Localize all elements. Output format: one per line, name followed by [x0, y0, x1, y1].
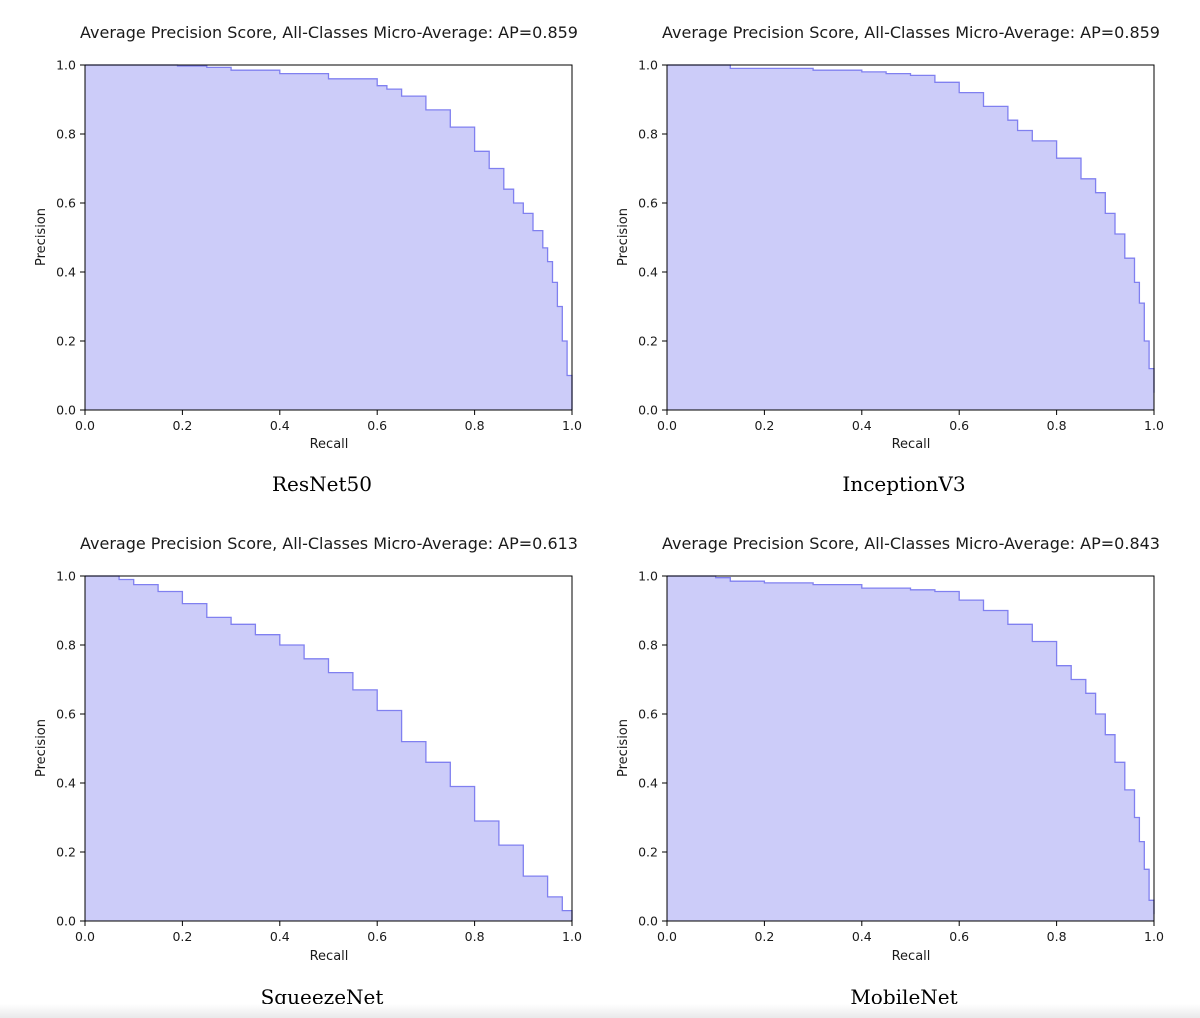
x-tick-label: 0.8: [1047, 418, 1067, 433]
precision-recall-curve: [85, 64, 573, 410]
y-axis-label: Precision: [616, 719, 631, 777]
plot-frame: [84, 575, 573, 922]
bottom-edge-shadow: [0, 1004, 1200, 1018]
x-tick-label: 0.2: [754, 929, 774, 944]
panel-resnet50: Average Precision Score, All-Classes Mic…: [34, 23, 582, 496]
y-tick-label: 1.0: [638, 569, 658, 584]
y-axis-label: Precision: [616, 208, 631, 266]
model-caption: InceptionV3: [842, 472, 965, 496]
y-tick-label: 0.6: [56, 707, 76, 722]
chart-title: Average Precision Score, All-Classes Mic…: [80, 534, 578, 553]
y-tick-label: 0.0: [638, 403, 658, 418]
x-tick-label: 0.0: [657, 929, 677, 944]
y-tick-label: 1.0: [638, 58, 658, 73]
y-tick-label: 0.2: [638, 334, 658, 349]
x-axis-label: Recall: [310, 437, 349, 452]
x-tick-label: 0.6: [367, 929, 387, 944]
x-tick-label: 0.8: [1047, 929, 1067, 944]
y-tick-label: 0.2: [56, 845, 76, 860]
x-tick-label: 0.6: [949, 929, 969, 944]
y-tick-label: 0.4: [638, 265, 658, 280]
y-tick-label: 0.0: [638, 914, 658, 929]
y-tick-label: 0.6: [638, 196, 658, 211]
x-tick-label: 1.0: [1144, 418, 1164, 433]
x-tick-label: 0.4: [270, 418, 290, 433]
panel-squeezenet: Average Precision Score, All-Classes Mic…: [34, 534, 582, 1009]
y-tick-label: 0.8: [56, 638, 76, 653]
chart-title: Average Precision Score, All-Classes Mic…: [80, 23, 578, 42]
precision-recall-curve: [667, 575, 1155, 915]
x-tick-label: 0.0: [75, 929, 95, 944]
y-tick-label: 0.0: [56, 914, 76, 929]
y-tick-label: 1.0: [56, 569, 76, 584]
y-tick-label: 0.6: [56, 196, 76, 211]
y-tick-label: 0.8: [56, 127, 76, 142]
x-tick-label: 1.0: [562, 929, 582, 944]
y-axis-label: Precision: [34, 208, 49, 266]
precision-area: [85, 65, 572, 410]
plot-frame: [666, 575, 1155, 922]
x-tick-label: 0.0: [657, 418, 677, 433]
x-tick-label: 0.2: [172, 929, 192, 944]
y-tick-label: 0.8: [638, 638, 658, 653]
x-tick-label: 1.0: [562, 418, 582, 433]
x-tick-label: 0.4: [852, 418, 872, 433]
y-tick-label: 0.2: [638, 845, 658, 860]
x-tick-label: 0.6: [949, 418, 969, 433]
y-tick-label: 0.4: [56, 265, 76, 280]
x-tick-label: 0.6: [367, 418, 387, 433]
x-tick-label: 0.4: [270, 929, 290, 944]
y-tick-label: 1.0: [56, 58, 76, 73]
y-tick-label: 0.0: [56, 403, 76, 418]
plot-frame: [666, 64, 1155, 411]
x-axis-label: Recall: [892, 949, 931, 964]
panel-inceptionv3: Average Precision Score, All-Classes Mic…: [616, 23, 1164, 496]
x-tick-label: 0.2: [754, 418, 774, 433]
y-tick-label: 0.2: [56, 334, 76, 349]
precision-area: [667, 576, 1154, 921]
x-tick-label: 1.0: [1144, 929, 1164, 944]
y-tick-label: 0.4: [638, 776, 658, 791]
chart-title: Average Precision Score, All-Classes Mic…: [662, 23, 1160, 42]
x-tick-label: 0.0: [75, 418, 95, 433]
precision-area: [667, 65, 1154, 410]
y-tick-label: 0.4: [56, 776, 76, 791]
x-tick-label: 0.8: [465, 418, 485, 433]
panel-mobilenet: Average Precision Score, All-Classes Mic…: [616, 534, 1164, 1009]
precision-recall-curve: [667, 64, 1155, 393]
precision-recall-curve: [85, 575, 573, 921]
y-tick-label: 0.8: [638, 127, 658, 142]
x-tick-label: 0.8: [465, 929, 485, 944]
x-tick-label: 0.4: [852, 929, 872, 944]
y-axis-label: Precision: [34, 719, 49, 777]
plot-frame: [84, 64, 573, 411]
chart-title: Average Precision Score, All-Classes Mic…: [662, 534, 1160, 553]
y-tick-label: 0.6: [638, 707, 658, 722]
x-axis-label: Recall: [892, 437, 931, 452]
precision-area: [85, 576, 572, 921]
x-tick-label: 0.2: [172, 418, 192, 433]
x-axis-label: Recall: [310, 949, 349, 964]
model-caption: ResNet50: [272, 472, 372, 496]
